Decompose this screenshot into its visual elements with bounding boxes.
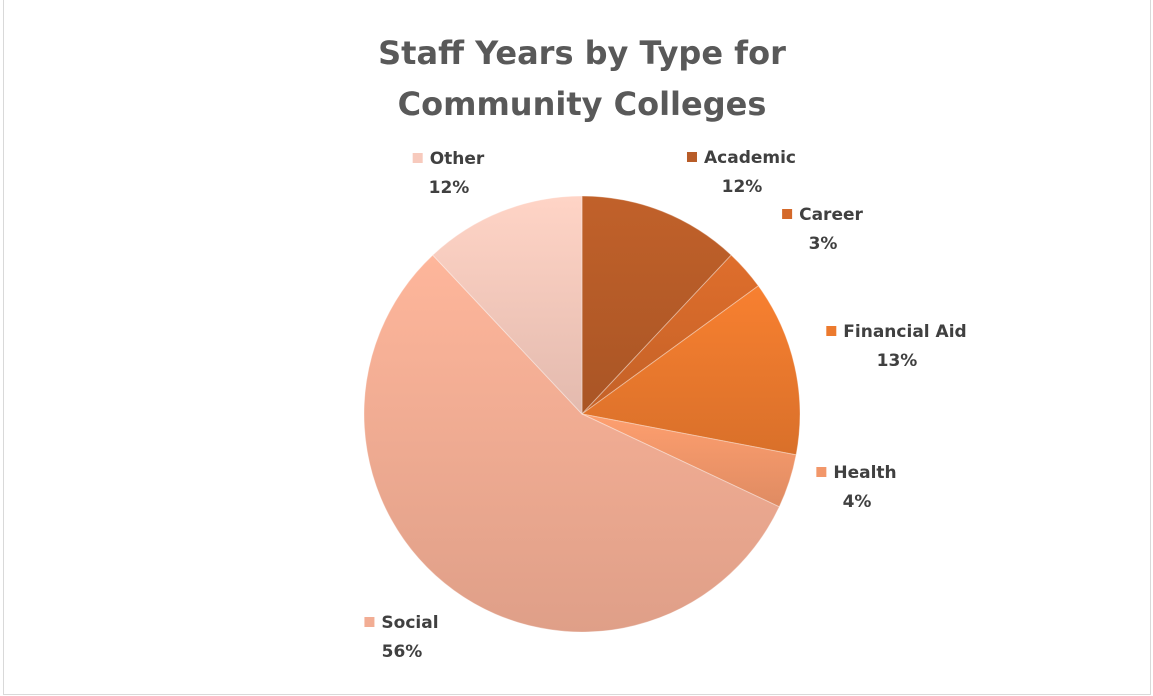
data-label-name: Financial Aid xyxy=(843,322,966,342)
legend-key-icon xyxy=(782,209,793,219)
pie-slice-other xyxy=(432,195,583,416)
pie-slice-career xyxy=(581,254,760,415)
data-label-value: 4% xyxy=(843,492,872,512)
pie-slice-health xyxy=(581,413,797,508)
legend-key-icon xyxy=(686,152,697,162)
data-label-financial-aid: Financial Aid 13% xyxy=(826,322,967,371)
data-label-name: Other xyxy=(430,149,485,169)
data-label-academic: Academic 12% xyxy=(686,148,796,197)
data-label-value: 12% xyxy=(722,177,763,197)
pie-slice-academic xyxy=(581,195,732,416)
data-label-value: 56% xyxy=(382,642,423,662)
data-label-career: Career 3% xyxy=(782,205,864,254)
pie-slice-social xyxy=(363,254,780,633)
data-label-health: Health 4% xyxy=(816,463,897,512)
data-label-value: 3% xyxy=(809,234,838,254)
pie-slice-financial-aid xyxy=(580,285,801,456)
pie-slices xyxy=(363,195,801,633)
data-label-name: Health xyxy=(833,463,896,483)
data-label-other: Other 12% xyxy=(412,149,485,198)
legend-key-icon xyxy=(826,326,837,336)
chart-title-line-1: Staff Years by Type for xyxy=(378,34,786,72)
data-label-name: Social xyxy=(381,613,438,633)
data-label-name: Career xyxy=(799,205,863,225)
legend-key-icon xyxy=(412,153,423,163)
legend-key-icon xyxy=(364,617,375,627)
legend-key-icon xyxy=(816,467,827,477)
data-label-social: Social 56% xyxy=(364,613,439,662)
data-labels: Academic 12% Career 3% Financial Aid 13% Healt… xyxy=(364,148,967,662)
chart-title-line-2: Community Colleges xyxy=(398,85,767,123)
data-label-value: 13% xyxy=(877,351,918,371)
data-label-value: 12% xyxy=(429,178,470,198)
data-label-name: Academic xyxy=(704,148,796,168)
